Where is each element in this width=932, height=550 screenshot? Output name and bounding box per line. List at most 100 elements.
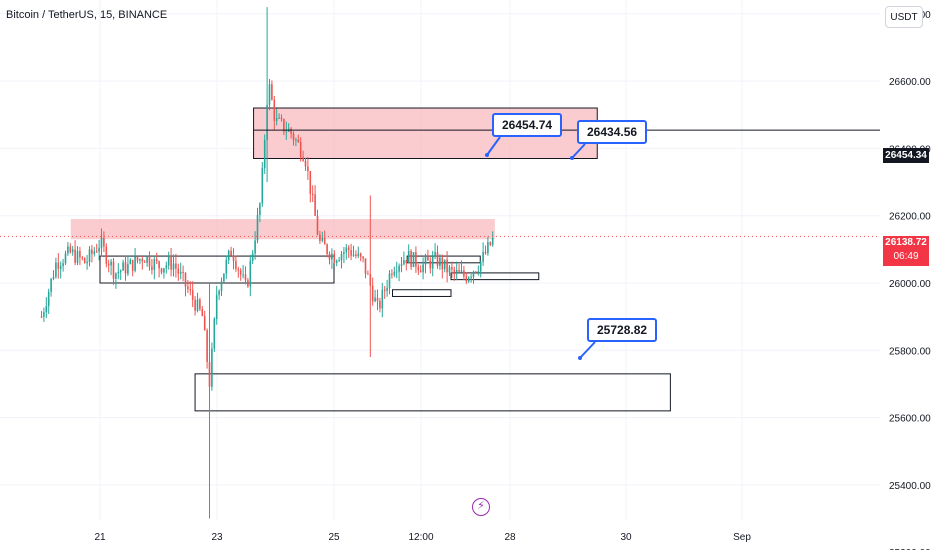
candle-body (203, 316, 206, 331)
candle-body (45, 306, 48, 313)
candle-body (170, 256, 172, 270)
candle-body (359, 253, 362, 257)
candle-body (367, 273, 369, 275)
candle-body (124, 262, 127, 274)
candle-body (405, 260, 408, 263)
candle-body (105, 246, 108, 264)
callout-connector (486, 136, 501, 156)
level-price-badge: 26454.34 (883, 148, 929, 163)
candle-body (283, 119, 285, 132)
candle-body (175, 263, 177, 269)
price-axis: 25200.00 25400.00 25600.00 25800.00 26000.00… (889, 10, 931, 550)
candle-body (422, 264, 424, 273)
candle-body (429, 260, 432, 269)
candle-body (218, 290, 220, 295)
candle-body (410, 250, 412, 267)
last-price-badge: 26138.72 06:49 (883, 236, 929, 266)
candle-body (64, 253, 67, 264)
candle-body (431, 256, 434, 269)
zone-box (406, 255, 481, 264)
y-tick-label: 25400.00 (889, 481, 931, 492)
candle-body (55, 262, 57, 277)
candle-body (254, 240, 256, 254)
candle-body (213, 318, 216, 349)
candle-body (119, 270, 122, 272)
candle-body (475, 271, 477, 273)
candle-body (232, 255, 235, 261)
candle-body (314, 194, 316, 216)
candle-body (129, 259, 132, 265)
candle-body (463, 270, 465, 277)
candle-body (482, 251, 484, 262)
candle-body (491, 237, 494, 245)
candle-body (211, 348, 213, 387)
zone-box (70, 219, 495, 240)
price-callout-2[interactable]: 26434.56 (577, 120, 648, 144)
candle-body (376, 297, 379, 301)
candle-body (451, 267, 453, 270)
candle-body (333, 253, 336, 263)
candle-body (331, 253, 333, 260)
candle-body (489, 242, 492, 245)
callout-connector (579, 341, 596, 359)
candle-body (155, 259, 158, 262)
candle-body (71, 249, 74, 253)
candle-body (295, 139, 297, 141)
candle-body (362, 256, 364, 259)
candle-body (453, 269, 456, 273)
candle-body (223, 273, 225, 282)
currency-button[interactable]: USDT (885, 6, 923, 28)
candle-body (259, 203, 261, 215)
candle-body (199, 299, 201, 310)
zone-box (392, 289, 452, 297)
candle-body (227, 250, 230, 260)
candle-body (43, 312, 45, 317)
candle-body (400, 264, 403, 266)
candle-body (443, 259, 446, 270)
candle-body (357, 253, 360, 257)
candle-body (122, 262, 124, 271)
candle-body (455, 270, 458, 273)
candle-body (470, 276, 472, 278)
candle-body (472, 271, 475, 277)
candle-body (439, 257, 441, 266)
candle-body (383, 289, 386, 291)
candle-body (79, 250, 81, 258)
candle-body (59, 266, 62, 269)
candle-body (131, 259, 134, 271)
candle-body (86, 261, 88, 264)
candle-body (343, 252, 345, 255)
candle-body (74, 249, 76, 263)
candle-body (189, 289, 192, 291)
candle-body (417, 266, 420, 271)
candle-body (381, 289, 384, 309)
candle-body (184, 272, 187, 287)
lightning-bolt-icon[interactable]: ⚡ (472, 498, 490, 516)
zone-box (194, 373, 671, 412)
candle-body (141, 259, 144, 262)
candle-body (40, 316, 43, 318)
candle-body (215, 294, 218, 319)
candle-body (386, 287, 388, 291)
candle-body (165, 265, 168, 269)
candle-body (465, 276, 468, 282)
candle-body (146, 256, 148, 263)
candle-body (427, 256, 429, 261)
last-price-label: 26138.72 (885, 237, 927, 248)
candle-body (280, 117, 283, 120)
candle-body (47, 291, 50, 307)
price-callout-1[interactable]: 26454.74 (492, 113, 563, 137)
candle-body (163, 268, 165, 273)
candle-body (50, 278, 52, 292)
candle-body (299, 142, 302, 158)
callout-anchor (578, 356, 582, 360)
candle-body (460, 270, 463, 272)
candle-body (100, 237, 103, 248)
y-tick-label: 25200.00 (889, 548, 931, 550)
price-callout-3[interactable]: 25728.82 (587, 318, 658, 342)
x-tick-label: Sep (733, 532, 751, 543)
candle-body (187, 286, 189, 290)
candle-body (419, 270, 422, 273)
candle-body (446, 259, 448, 273)
